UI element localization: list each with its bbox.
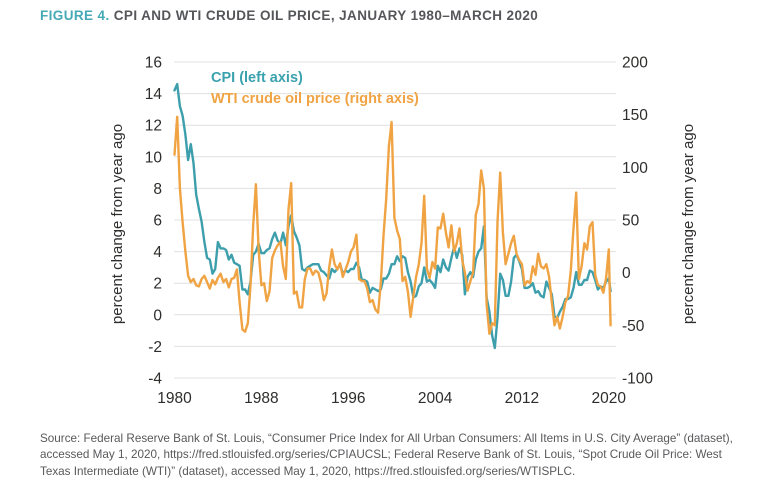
- right-axis-tick-label: 150: [622, 107, 648, 124]
- x-axis-tick-label: 1980: [157, 390, 192, 407]
- left-axis-tick-label: 6: [153, 213, 162, 230]
- x-axis-tick-label: 2020: [592, 390, 627, 407]
- legend-cpi-label: CPI (left axis): [211, 70, 303, 86]
- x-axis-tick-label: 2004: [418, 390, 453, 407]
- right-axis-tick-label: -50: [622, 318, 645, 335]
- left-axis-tick-label: -4: [148, 371, 162, 388]
- left-axis-tick-label: 4: [153, 244, 162, 261]
- left-axis-tick-label: 10: [145, 149, 163, 166]
- right-axis-tick-label: -100: [622, 371, 653, 388]
- left-axis-tick-label: 14: [145, 86, 163, 103]
- wti-line: [173, 115, 612, 335]
- right-axis-tick-label: 50: [622, 213, 640, 230]
- cpi-line: [173, 82, 612, 350]
- figure-title-text: CPI AND WTI CRUDE OIL PRICE, JANUARY 198…: [113, 8, 539, 23]
- left-axis-tick-label: 16: [145, 55, 162, 72]
- right-axis-tick-label: 100: [622, 160, 648, 177]
- left-axis-tick-label: 8: [153, 181, 162, 198]
- x-axis-tick-label: 1996: [331, 390, 365, 407]
- left-axis-tick-label: 2: [153, 276, 162, 293]
- left-axis-tick-label: -2: [148, 339, 162, 356]
- left-axis-tick-label: 0: [153, 307, 162, 324]
- x-axis-tick-label: 1988: [244, 390, 278, 407]
- left-axis-tick-label: 12: [145, 118, 162, 135]
- source-note: Source: Federal Reserve Bank of St. Loui…: [40, 432, 733, 478]
- right-axis-title: percent change from year ago: [680, 124, 697, 324]
- chart-canvas: 16 14 12 10 8 6 4 2 0 -2 -4 200 150 100 50 0 -50 -100 1980…: [109, 55, 697, 408]
- legend-wti-label: WTI crude oil price (right axis): [211, 91, 419, 107]
- figure-number: FIGURE 4.: [40, 8, 110, 23]
- x-axis-tick-label: 2012: [505, 390, 539, 407]
- left-axis-title: percent change from year ago: [109, 124, 126, 324]
- right-axis-tick-label: 200: [622, 55, 648, 72]
- right-axis-tick-label: 0: [622, 265, 631, 282]
- figure-title: FIGURE 4. CPI AND WTI CRUDE OIL PRICE, J…: [40, 8, 538, 23]
